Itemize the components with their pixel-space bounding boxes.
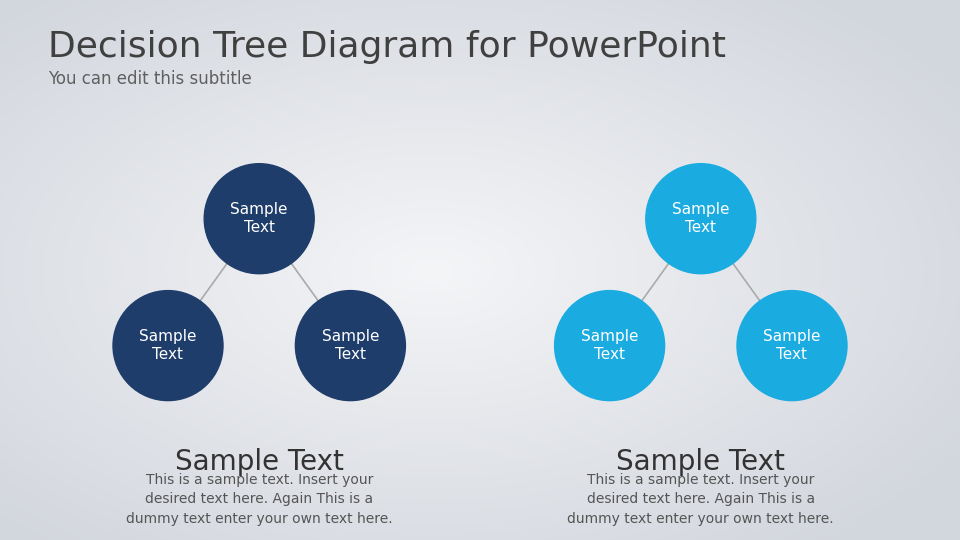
Text: Sample Text: Sample Text xyxy=(175,448,344,476)
Text: You can edit this subtitle: You can edit this subtitle xyxy=(48,70,252,88)
Text: This is a sample text. Insert your
desired text here. Again This is a
dummy text: This is a sample text. Insert your desir… xyxy=(126,473,393,526)
Text: Sample
Text: Sample Text xyxy=(322,329,379,362)
Text: Sample
Text: Sample Text xyxy=(230,202,288,235)
Text: Sample Text: Sample Text xyxy=(616,448,785,476)
Ellipse shape xyxy=(204,164,314,274)
Ellipse shape xyxy=(737,291,847,401)
Text: Sample
Text: Sample Text xyxy=(581,329,638,362)
Text: This is a sample text. Insert your
desired text here. Again This is a
dummy text: This is a sample text. Insert your desir… xyxy=(567,473,834,526)
Ellipse shape xyxy=(555,291,664,401)
Ellipse shape xyxy=(646,164,756,274)
Text: Sample
Text: Sample Text xyxy=(672,202,730,235)
Text: Decision Tree Diagram for PowerPoint: Decision Tree Diagram for PowerPoint xyxy=(48,30,726,64)
Text: Sample
Text: Sample Text xyxy=(139,329,197,362)
Ellipse shape xyxy=(113,291,223,401)
Ellipse shape xyxy=(296,291,405,401)
Text: Sample
Text: Sample Text xyxy=(763,329,821,362)
